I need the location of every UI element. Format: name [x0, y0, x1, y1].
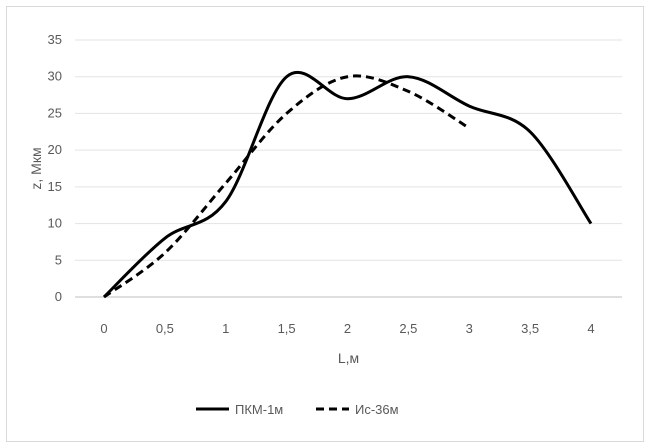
x-tick-label: 2,5 — [399, 321, 417, 336]
y-tick-label: 25 — [48, 105, 62, 120]
y-axis-label: z, Мкм — [28, 147, 44, 189]
x-axis-label: L,м — [338, 350, 359, 366]
y-tick-label: 10 — [48, 216, 62, 231]
x-tick-label: 0,5 — [156, 321, 174, 336]
x-tick-label: 3 — [466, 321, 473, 336]
series-line-1 — [102, 70, 593, 299]
y-tick-label: 5 — [55, 252, 62, 267]
series-line-2 — [103, 74, 471, 299]
legend-label: ПКМ-1м — [235, 402, 283, 417]
series-group — [102, 70, 593, 299]
x-tick-label: 3,5 — [521, 321, 539, 336]
y-tick-label: 15 — [48, 179, 62, 194]
y-tick-label: 0 — [55, 289, 62, 304]
x-tick-label: 4 — [587, 321, 594, 336]
x-tick-label: 1 — [222, 321, 229, 336]
y-tick-label: 30 — [48, 69, 62, 84]
x-axis-ticks: 0 0,5 1 1,5 2 2,5 3 3,5 4 — [100, 321, 594, 336]
x-tick-label: 2 — [344, 321, 351, 336]
grid-lines — [75, 39, 622, 298]
y-tick-label: 35 — [48, 32, 62, 47]
legend: ПКМ-1м Ис-36м — [196, 402, 399, 417]
x-tick-label: 1,5 — [278, 321, 296, 336]
y-axis-ticks: 0 5 10 15 20 25 30 35 — [48, 32, 62, 304]
x-tick-label: 0 — [100, 321, 107, 336]
legend-label: Ис-36м — [355, 402, 399, 417]
y-tick-label: 20 — [48, 142, 62, 157]
